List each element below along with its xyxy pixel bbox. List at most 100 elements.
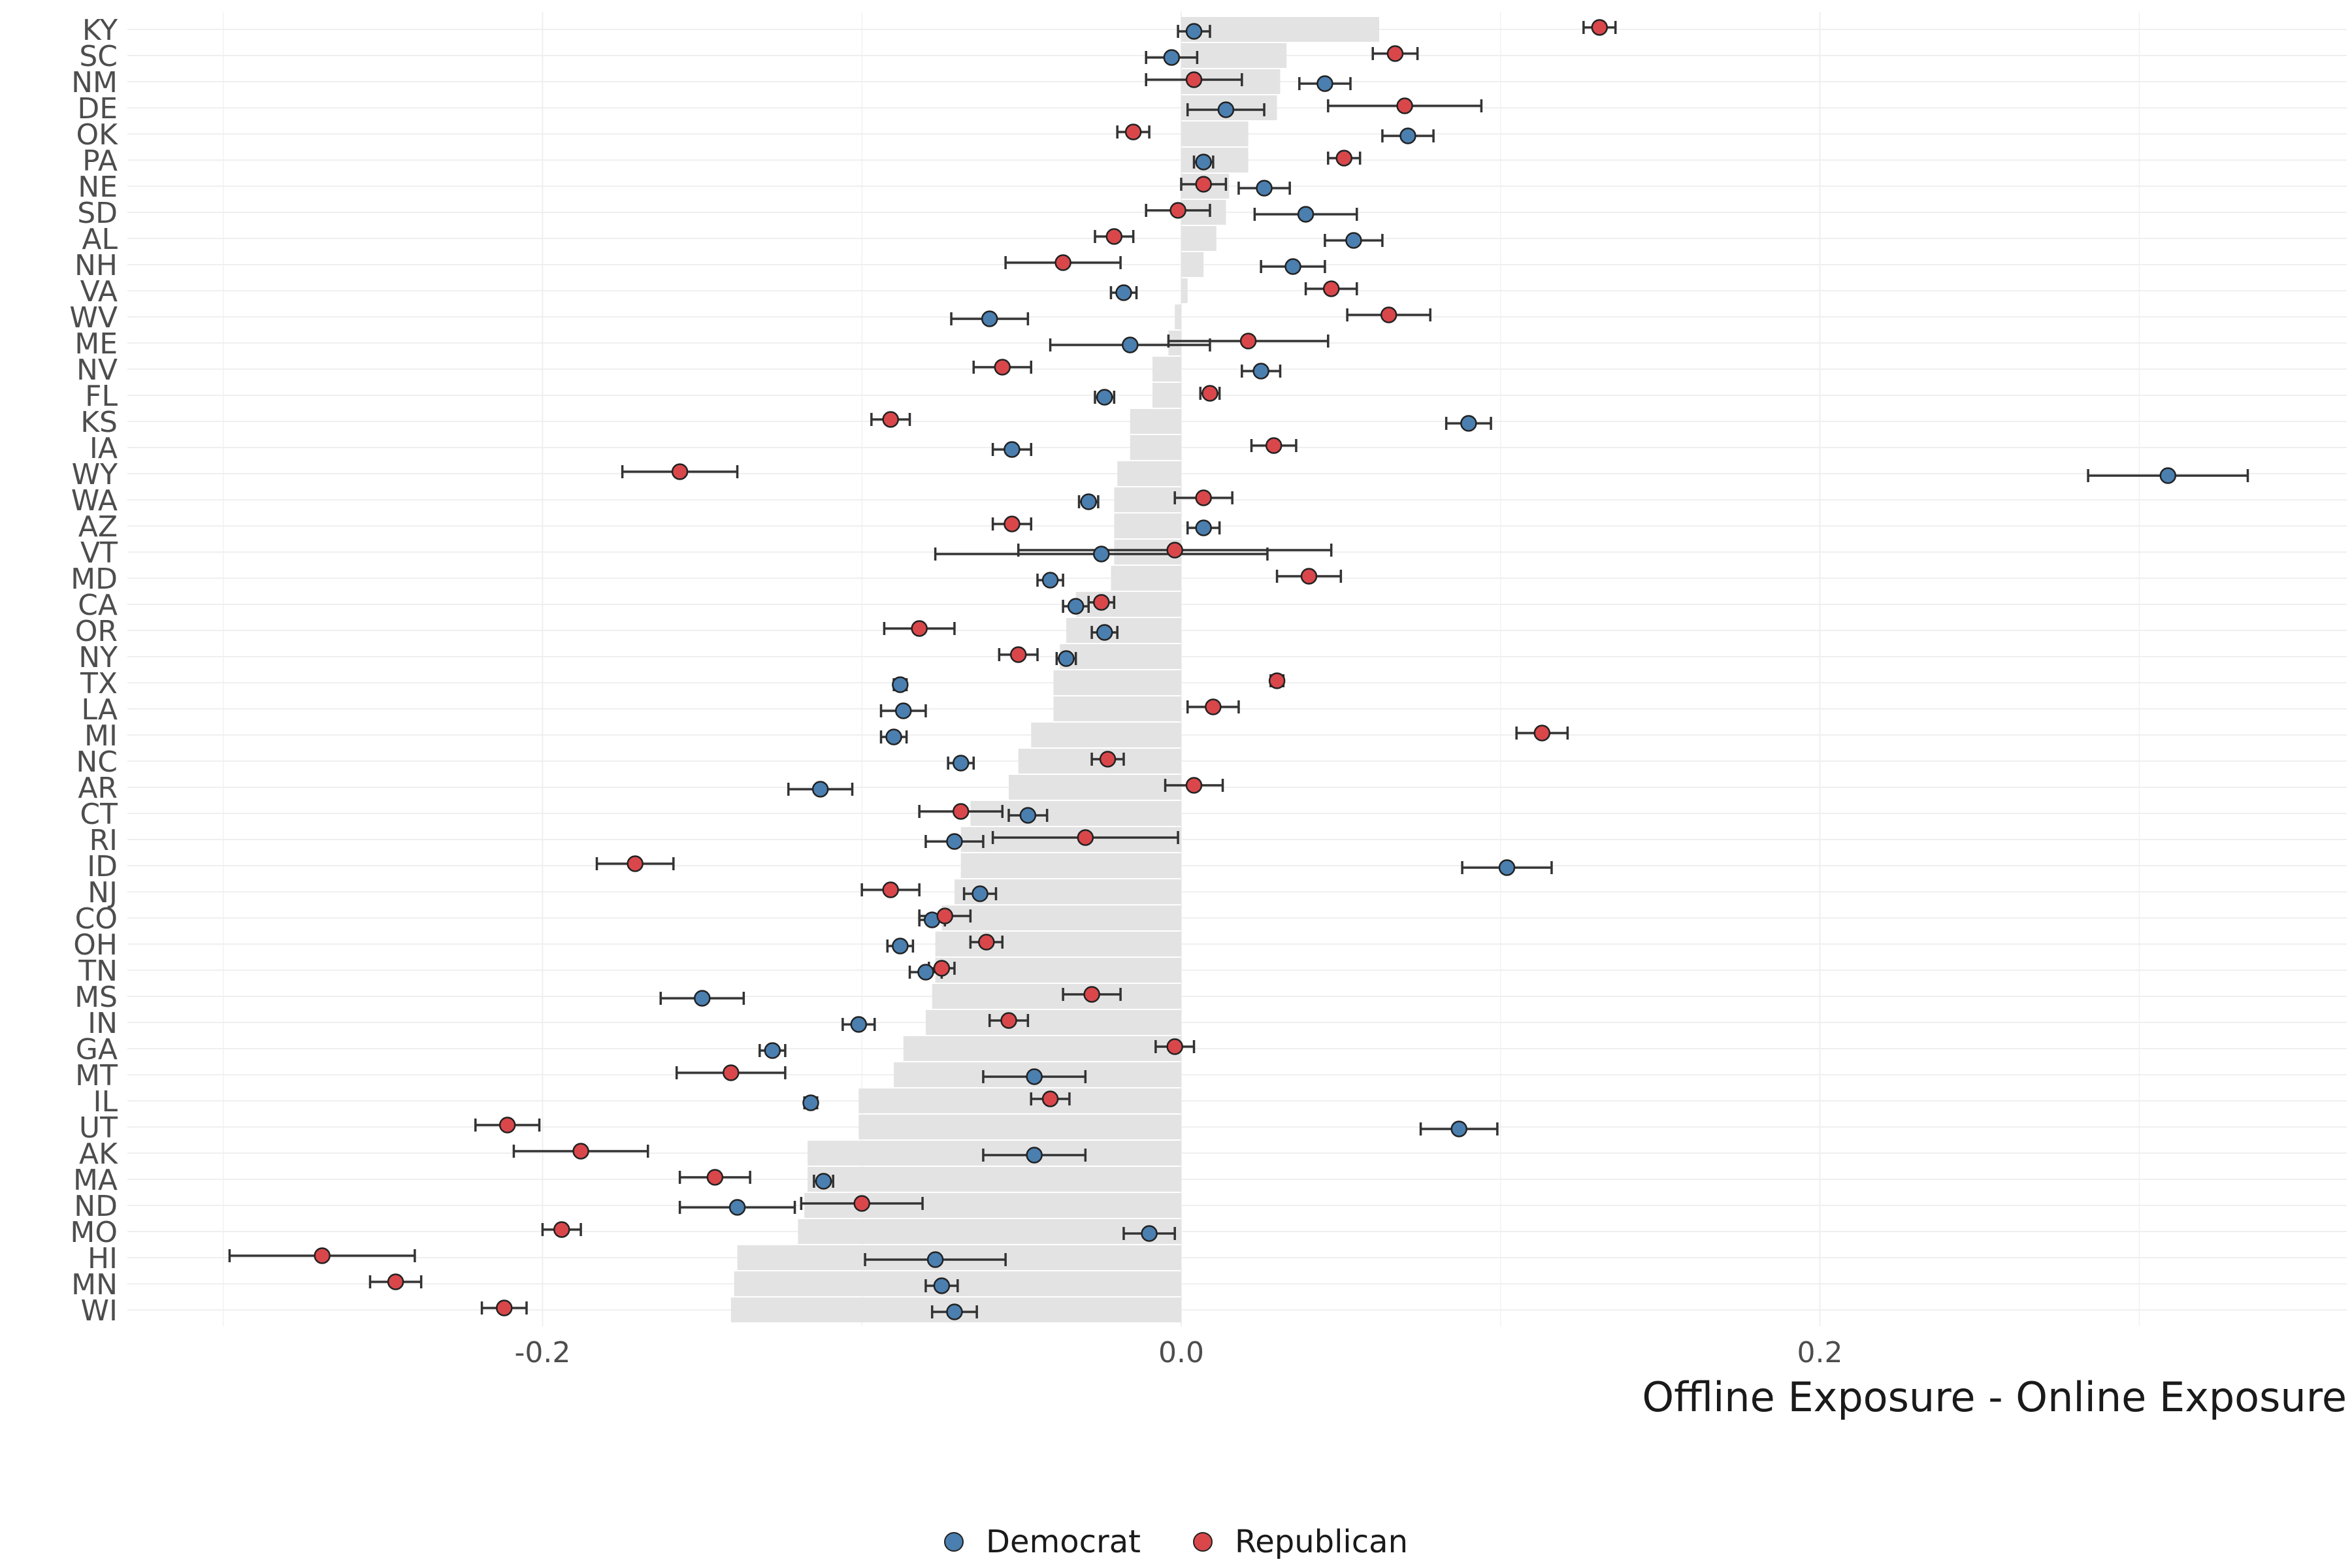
x-tick-label: 0.0 (1158, 1336, 1204, 1369)
point-democrat-nv (1252, 363, 1269, 380)
y-tick-label: WY (72, 458, 118, 491)
point-republican-nd (853, 1195, 870, 1212)
y-tick-label: AZ (78, 510, 118, 544)
point-republican-va (1322, 280, 1340, 297)
point-republican-ri (1077, 829, 1094, 846)
point-republican-wv (1380, 306, 1397, 323)
y-tick-label: MI (84, 719, 118, 753)
point-democrat-or (1096, 624, 1113, 641)
point-republican-me (1239, 333, 1257, 350)
y-tick-label: MA (73, 1164, 118, 1197)
point-republican-ar (1185, 777, 1203, 794)
point-republican-or (911, 620, 928, 637)
point-democrat-wi (946, 1303, 963, 1320)
legend-label-democrat: Democrat (986, 1524, 1141, 1560)
point-democrat-ca (1067, 598, 1085, 615)
point-democrat-pa (1195, 154, 1212, 171)
point-republican-wy (671, 463, 689, 480)
point-republican-ne (1195, 176, 1212, 193)
y-tick-label: RI (89, 824, 118, 857)
point-democrat-ga (764, 1042, 781, 1059)
y-tick-label: KY (82, 14, 118, 47)
bar-sc (1181, 43, 1287, 68)
point-democrat-ri (946, 833, 963, 850)
point-democrat-nh (1284, 258, 1301, 275)
point-republican-ks (882, 411, 899, 428)
point-republican-ms (1083, 986, 1100, 1003)
y-tick-label: OK (76, 118, 119, 152)
bar-or (1066, 618, 1181, 643)
point-republican-ct (952, 803, 970, 820)
bar-va (1181, 278, 1188, 303)
legend-dot-democrat (944, 1532, 964, 1552)
point-democrat-mn (933, 1277, 951, 1294)
y-tick-label: ME (74, 327, 118, 361)
y-tick-label: CA (78, 589, 118, 622)
y-tick-label: CO (75, 902, 118, 936)
bar-il (858, 1088, 1181, 1113)
point-democrat-sc (1163, 49, 1181, 66)
point-democrat-ak (1026, 1147, 1043, 1164)
point-democrat-vt (1093, 546, 1110, 563)
point-republican-mo (553, 1221, 570, 1238)
point-democrat-az (1195, 519, 1212, 536)
point-democrat-il (802, 1094, 819, 1111)
bar-ut (858, 1115, 1181, 1139)
y-tick-label: VT (80, 536, 118, 570)
point-republican-nc (1099, 751, 1117, 768)
point-republican-de (1396, 97, 1413, 114)
point-republican-ky (1591, 19, 1609, 36)
point-democrat-ct (1019, 807, 1037, 824)
y-tick-label: PA (82, 144, 118, 178)
y-tick-label: AL (82, 223, 118, 256)
legend-item-democrat: Democrat (944, 1524, 1141, 1560)
bar-me (1168, 331, 1181, 355)
y-tick-label: SD (77, 197, 118, 230)
bar-ky (1181, 17, 1380, 42)
bar-nv (1152, 357, 1181, 382)
bar-ia (1130, 435, 1181, 460)
y-tick-label: DE (77, 92, 118, 125)
y-tick-label: HI (88, 1242, 118, 1275)
x-tick-label: 0.2 (1797, 1336, 1843, 1369)
point-republican-nv (994, 359, 1011, 376)
y-tick-label: ID (87, 850, 118, 883)
bar-mi (1031, 723, 1181, 747)
bar-nj (954, 879, 1181, 904)
point-democrat-de (1217, 101, 1235, 118)
point-republican-mi (1533, 725, 1551, 742)
y-tick-label: VA (80, 275, 118, 308)
legend-item-republican: Republican (1193, 1524, 1408, 1560)
errorbar-layer (228, 21, 2249, 1318)
bar-md (1111, 566, 1181, 591)
bar-ca (1075, 592, 1181, 617)
bar-la (1053, 696, 1181, 721)
y-tick-label: MD (71, 563, 118, 596)
point-democrat-id (1498, 859, 1516, 876)
y-tick-label: GA (76, 1033, 118, 1066)
point-republican-ca (1093, 594, 1110, 611)
point-republican-nj (882, 881, 899, 898)
point-democrat-tx (892, 676, 909, 693)
y-tick-label: MS (74, 981, 118, 1014)
bar-ak (808, 1141, 1181, 1166)
point-democrat-ky (1185, 23, 1203, 40)
y-tick-label: MO (70, 1216, 118, 1249)
y-tick-label: MN (71, 1268, 118, 1301)
point-democrat-nj (972, 885, 988, 902)
bar-id (960, 853, 1181, 878)
point-republican-wa (1195, 489, 1212, 506)
point-democrat-wa (1080, 493, 1097, 510)
y-tick-label: CT (80, 798, 118, 831)
y-tick-label: OR (75, 615, 118, 648)
bar-ma (808, 1167, 1181, 1192)
point-democrat-ny (1058, 650, 1075, 667)
chart: KYSCNMDEOKPANESDALNHVAWVMENVFLKSIAWYWAAZ… (69, 12, 2347, 1421)
point-democrat-in (850, 1016, 868, 1033)
bar-oh (935, 932, 1181, 956)
bar-ct (970, 801, 1181, 826)
x-tick-labels: -0.2 0.0 0.2 (514, 1336, 1842, 1369)
bar-ga (903, 1036, 1181, 1061)
bar-ks (1130, 409, 1181, 434)
y-tick-label: TN (78, 955, 118, 988)
